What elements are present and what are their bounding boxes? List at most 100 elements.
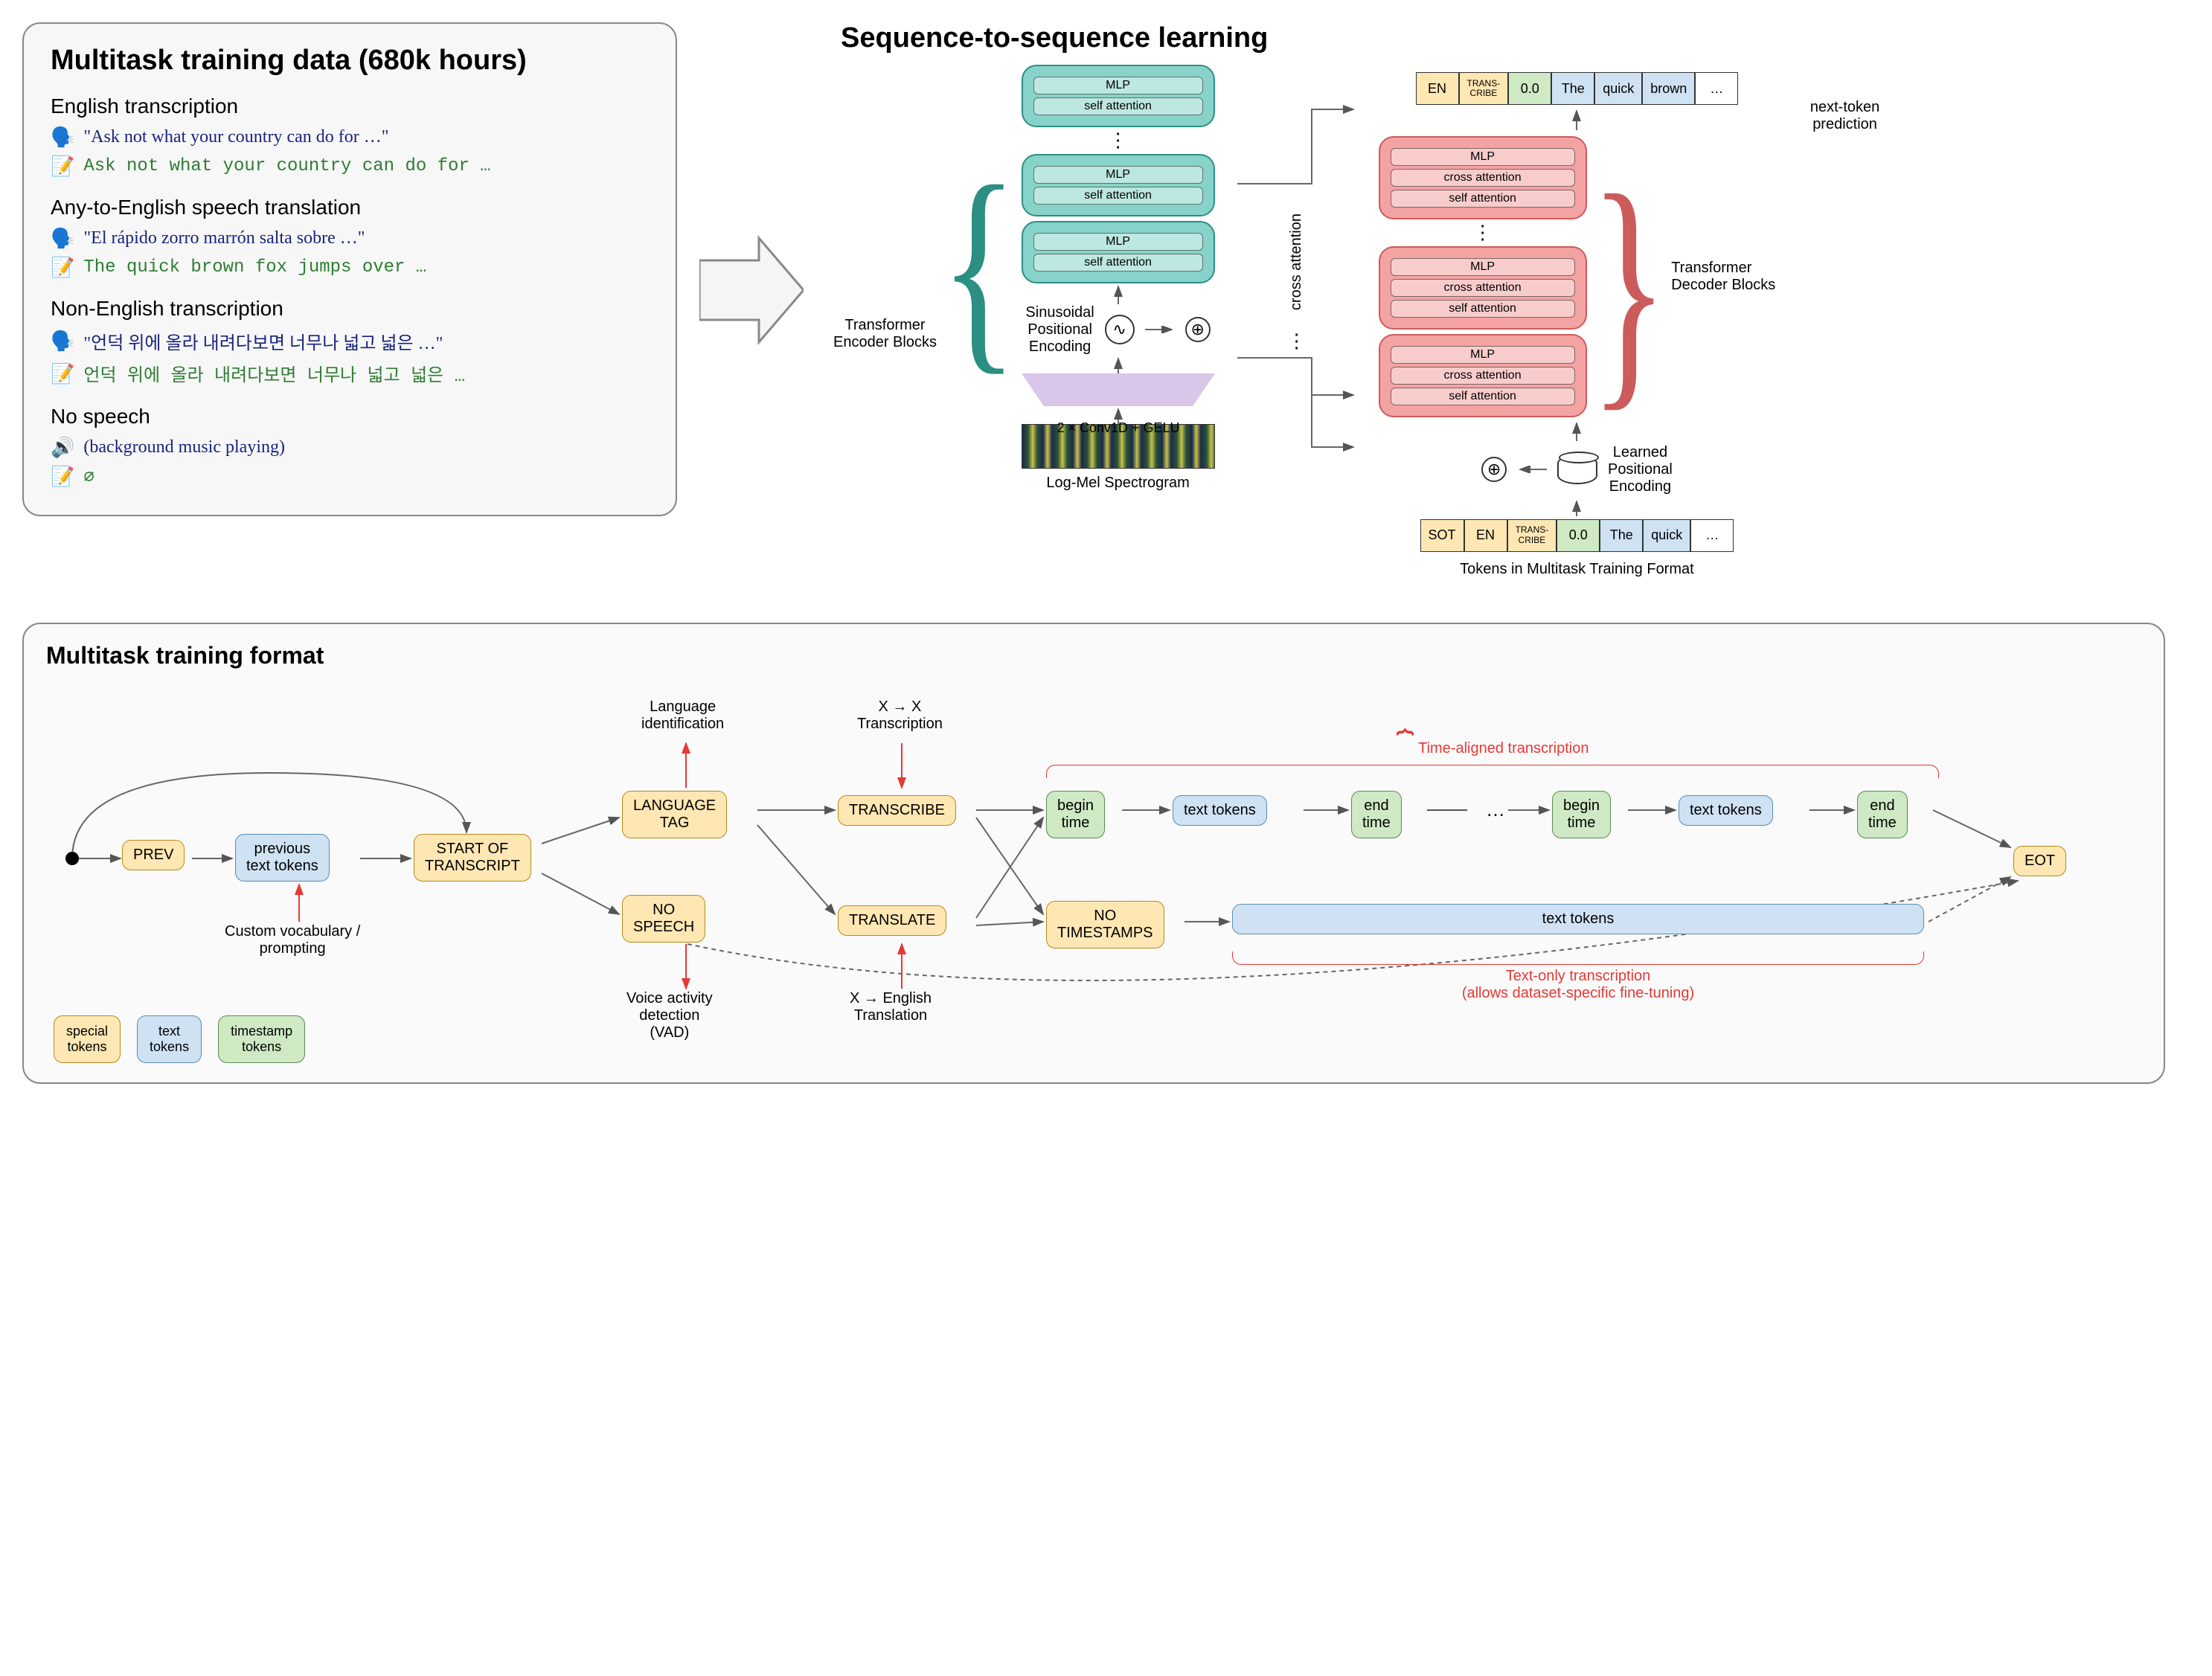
speak-icon: 🗣️ (51, 227, 74, 250)
vdots-icon: ⋮ (1109, 132, 1128, 150)
utter-1: "El rápido zorro marrón salta sobre …" (83, 228, 365, 248)
enc-mlp: MLP (1033, 166, 1203, 184)
encoder-block: MLP self attention (1022, 154, 1215, 216)
trans-0: Ask not what your country can do for … (83, 156, 490, 176)
enc-self: self attention (1033, 254, 1203, 272)
write-icon: 📝 (51, 155, 74, 178)
box-text1: text tokens (1173, 795, 1267, 826)
cross-attn-label: cross attention (1288, 213, 1305, 310)
sine-icon: ∿ (1105, 315, 1135, 344)
vdots-icon: ⋮ (1287, 333, 1307, 350)
dec-self: self attention (1391, 300, 1575, 318)
enc-mlp: MLP (1033, 233, 1203, 251)
dec-self: self attention (1391, 190, 1575, 208)
token: The (1600, 519, 1643, 552)
decoder-stack: MLP cross attention self attention ⋮ MLP… (1379, 136, 1587, 417)
vdots-icon: ⋮ (1473, 224, 1493, 242)
annot-text-only: Text-only transcription (allows dataset-… (1232, 968, 1924, 1002)
enc-self: self attention (1033, 187, 1203, 205)
token: The (1551, 72, 1594, 105)
sec-h-0: English transcription (51, 94, 649, 118)
decoder-block: MLP cross attention self attention (1379, 136, 1587, 219)
flow-arrows: … (24, 624, 2164, 1082)
token: … (1695, 72, 1738, 105)
enc-self: self attention (1033, 97, 1203, 115)
box-nospeech: NO SPEECH (622, 895, 705, 943)
box-lang: LANGUAGE TAG (622, 791, 727, 838)
annot-langid: Language identification (641, 699, 724, 733)
plus-icon: ⊕ (1185, 317, 1211, 342)
token: brown (1642, 72, 1695, 105)
dec-cross: cross attention (1391, 367, 1575, 385)
decoder-block: MLP cross attention self attention (1379, 246, 1587, 330)
dec-cross: cross attention (1391, 169, 1575, 187)
trans-2: 언덕 위에 올라 내려다보면 너무나 넓고 넓은 … (83, 360, 465, 387)
box-begin2: begin time (1552, 791, 1611, 838)
token: 0.0 (1557, 519, 1600, 552)
input-format-label: Tokens in Multitask Training Format (1460, 561, 1694, 578)
encoder-stack: MLP self attention ⋮ MLP self attention … (1022, 65, 1215, 283)
flowchart-panel: Multitask training format (22, 623, 2165, 1084)
utter-3: (background music playing) (83, 437, 285, 457)
spectro-label: Log-Mel Spectrogram (1046, 475, 1189, 492)
legend-special: special tokens (54, 1015, 121, 1063)
speak-icon: 🗣️ (51, 126, 74, 149)
legend-text: text tokens (137, 1015, 202, 1063)
speaker-icon: 🔊 (51, 436, 74, 459)
token: EN (1464, 519, 1507, 552)
input-token-row: SOTENTRANS- CRIBE0.0Thequick… (1420, 519, 1734, 552)
big-arrow-icon (699, 231, 804, 350)
enc-mlp: MLP (1033, 77, 1203, 94)
trans-3: ∅ (83, 466, 94, 488)
token: TRANS- CRIBE (1507, 519, 1557, 552)
decoder-block: MLP cross attention self attention (1379, 334, 1587, 417)
legend: special tokens text tokens timestamp tok… (54, 1015, 305, 1063)
sec-h-2: Non-English transcription (51, 297, 649, 321)
box-prev: PREV (122, 840, 185, 870)
token: SOT (1420, 519, 1464, 552)
conv-block: 2 × Conv1D + GELU (1022, 373, 1215, 406)
annot-time-aligned: Time-aligned transcription (1418, 740, 1589, 757)
token: … (1690, 519, 1734, 552)
annot-xx: X → X Transcription (857, 699, 943, 733)
next-token-label: next-token prediction (1810, 99, 1879, 133)
token: 0.0 (1508, 72, 1551, 105)
token: quick (1643, 519, 1690, 552)
token: quick (1594, 72, 1642, 105)
text-only-brace: Text-only transcription (allows dataset-… (1232, 951, 1924, 1002)
dec-mlp: MLP (1391, 346, 1575, 364)
left-title: Multitask training data (680k hours) (51, 45, 649, 77)
output-token-row: ENTRANS- CRIBE0.0Thequickbrown… (1416, 72, 1739, 105)
box-sot: START OF TRANSCRIPT (414, 834, 531, 882)
box-end1: end time (1351, 791, 1402, 838)
flow-title: Multitask training format (46, 642, 2141, 670)
legend-timestamp: timestamp tokens (218, 1015, 305, 1063)
multitask-data-panel: Multitask training data (680k hours) Eng… (22, 22, 677, 516)
box-end2: end time (1857, 791, 1908, 838)
box-eot: EOT (2013, 846, 2066, 876)
token: EN (1416, 72, 1459, 105)
box-translate: TRANSLATE (838, 905, 946, 936)
time-aligned-brace: ⏞ Time-aligned transcription (1046, 728, 1939, 778)
token: TRANS- CRIBE (1459, 72, 1509, 105)
dec-self: self attention (1391, 388, 1575, 405)
annot-custom: Custom vocabulary / prompting (225, 923, 360, 957)
sec-h-3: No speech (51, 405, 649, 428)
brace-right-icon: } (1590, 176, 1669, 399)
brace-left-icon: { (940, 170, 1019, 365)
trans-1: The quick brown fox jumps over … (83, 257, 426, 277)
box-prev-tokens: previous text tokens (235, 834, 330, 882)
encoder-block: MLP self attention (1022, 65, 1215, 127)
cylinder-icon (1557, 455, 1597, 484)
box-text2: text tokens (1679, 795, 1773, 826)
conv-label: 2 × Conv1D + GELU (1044, 420, 1193, 436)
plus-icon: ⊕ (1481, 457, 1507, 482)
seq2seq-region: Sequence-to-sequence learning Transforme… (833, 22, 2158, 578)
write-icon: 📝 (51, 362, 74, 385)
utter-0: "Ask not what your country can do for …" (83, 127, 388, 147)
annot-vad: Voice activity detection (VAD) (626, 990, 713, 1041)
encoder-label: Transformer Encoder Blocks (833, 317, 937, 351)
dec-mlp: MLP (1391, 148, 1575, 166)
speak-icon: 🗣️ (51, 330, 74, 353)
sin-label: Sinusoidal Positional Encoding (1025, 304, 1094, 356)
